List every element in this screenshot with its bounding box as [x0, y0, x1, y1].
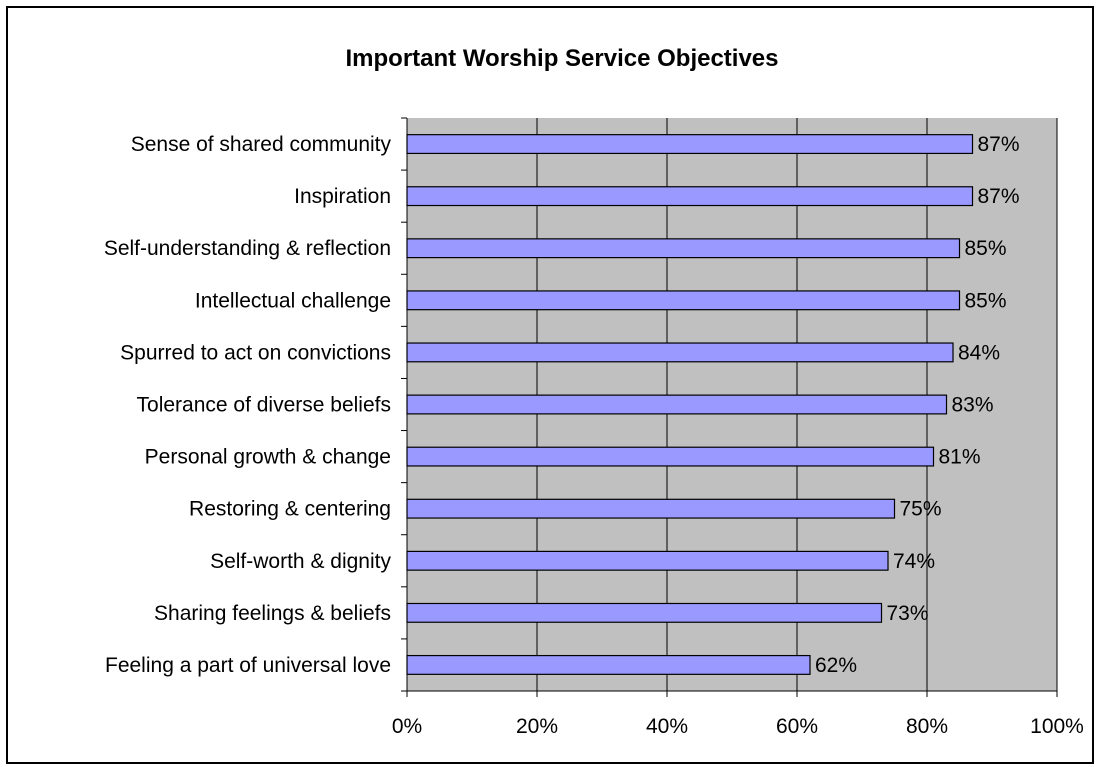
data-label: 62% [815, 654, 857, 677]
category-label: Spurred to act on convictions [120, 341, 391, 364]
chart-title: Important Worship Service Objectives [345, 45, 778, 72]
category-label: Self-understanding & reflection [104, 237, 391, 260]
data-label: 87% [978, 133, 1020, 156]
category-label: Self-worth & dignity [210, 550, 391, 573]
bar [406, 654, 811, 675]
x-tick-label: 40% [646, 715, 688, 738]
bar [406, 602, 883, 623]
x-tick-label: 80% [906, 715, 948, 738]
bar [406, 446, 935, 467]
data-label: 75% [900, 498, 942, 521]
labels: Sense of shared community Inspiration Self… [104, 133, 1084, 738]
x-tick-label: 0% [392, 715, 422, 738]
bar [406, 134, 974, 155]
category-label: Tolerance of diverse beliefs [137, 394, 391, 417]
category-label: Sense of shared community [131, 133, 392, 156]
data-label: 73% [887, 602, 929, 625]
x-tick-label: 100% [1030, 715, 1084, 738]
data-label: 85% [965, 289, 1007, 312]
data-label: 87% [978, 185, 1020, 208]
category-label: Restoring & centering [189, 498, 391, 521]
bar [406, 498, 896, 519]
category-label: Intellectual challenge [195, 289, 391, 312]
bar [406, 290, 961, 311]
chart-frame: Important Worship Service Objectives Sen… [6, 6, 1094, 764]
data-label: 83% [952, 394, 994, 417]
x-tick-label: 20% [516, 715, 558, 738]
category-label: Personal growth & change [145, 446, 391, 469]
bar [406, 238, 961, 259]
category-label: Sharing feelings & beliefs [154, 602, 391, 625]
data-label: 85% [965, 237, 1007, 260]
bar [406, 186, 974, 207]
data-label: 84% [958, 341, 1000, 364]
bar [406, 550, 889, 571]
bar-chart: Important Worship Service Objectives Sen… [104, 45, 1084, 738]
bar [406, 342, 954, 363]
bar [406, 394, 948, 415]
bars [406, 134, 974, 675]
category-label: Feeling a part of universal love [105, 654, 391, 677]
data-label: 81% [939, 446, 981, 469]
x-tick-label: 60% [776, 715, 818, 738]
data-label: 74% [893, 550, 935, 573]
category-label: Inspiration [294, 185, 391, 208]
